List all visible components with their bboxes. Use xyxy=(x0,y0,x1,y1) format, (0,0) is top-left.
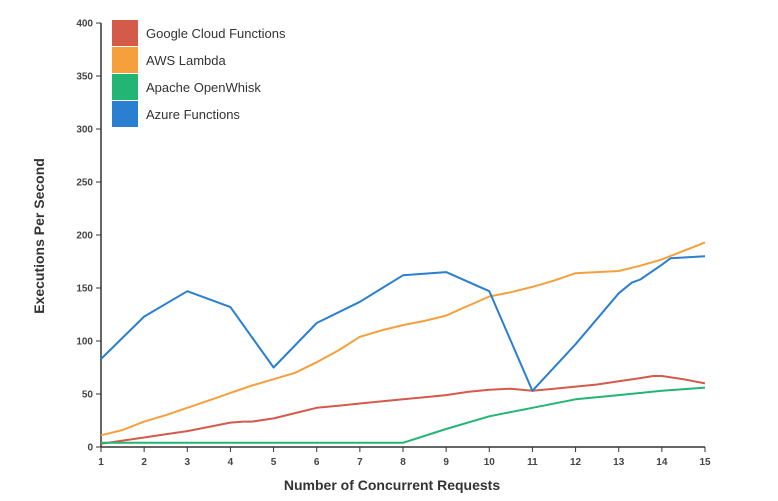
y-tick-label: 200 xyxy=(76,231,93,242)
x-tick-label: 2 xyxy=(141,457,147,468)
x-tick-label: 6 xyxy=(314,457,320,468)
legend-label: Apache OpenWhisk xyxy=(146,80,261,95)
x-tick-label: 1 xyxy=(98,457,104,468)
x-tick-label: 14 xyxy=(656,457,668,468)
x-tick-label: 9 xyxy=(443,457,449,468)
legend-label: Azure Functions xyxy=(146,107,240,122)
x-tick-label: 7 xyxy=(357,457,363,468)
legend-swatch xyxy=(112,47,138,73)
y-tick-label: 50 xyxy=(82,390,94,401)
x-axis-title: Number of Concurrent Requests xyxy=(284,477,500,493)
legend: Google Cloud Functions AWS Lambda Apache O… xyxy=(112,20,286,127)
y-axis-ticks: 0 50 100 150 200 250 300 350 400 xyxy=(76,19,101,454)
x-tick-label: 11 xyxy=(527,457,538,468)
series-line-google-cloud-functions xyxy=(100,375,706,445)
legend-swatch xyxy=(112,20,138,46)
series-line-aws-lambda xyxy=(100,241,706,437)
x-tick-label: 8 xyxy=(400,457,406,468)
x-tick-label: 10 xyxy=(484,457,496,468)
y-tick-label: 100 xyxy=(76,337,93,348)
x-tick-label: 12 xyxy=(570,457,582,468)
legend-swatch xyxy=(112,74,138,100)
series-line-azure-functions xyxy=(100,255,706,392)
y-tick-label: 0 xyxy=(87,443,93,454)
y-tick-label: 350 xyxy=(76,72,93,83)
y-tick-label: 150 xyxy=(76,284,93,295)
x-tick-label: 15 xyxy=(699,457,711,468)
x-tick-label: 5 xyxy=(271,457,277,468)
x-tick-label: 13 xyxy=(613,457,625,468)
x-tick-label: 4 xyxy=(228,457,234,468)
series-line-apache-openwhisk xyxy=(101,386,706,444)
y-tick-label: 250 xyxy=(76,178,93,189)
legend-swatch xyxy=(112,101,138,127)
x-tick-label: 3 xyxy=(185,457,191,468)
y-tick-label: 400 xyxy=(76,19,93,30)
y-tick-label: 300 xyxy=(76,125,93,136)
y-axis-title: Executions Per Second xyxy=(31,158,47,314)
legend-label: AWS Lambda xyxy=(146,53,226,68)
x-axis-ticks: 1 2 3 4 5 6 7 8 9 10 11 12 13 14 15 xyxy=(98,447,711,468)
series-lines xyxy=(100,241,706,445)
legend-label: Google Cloud Functions xyxy=(146,26,286,41)
